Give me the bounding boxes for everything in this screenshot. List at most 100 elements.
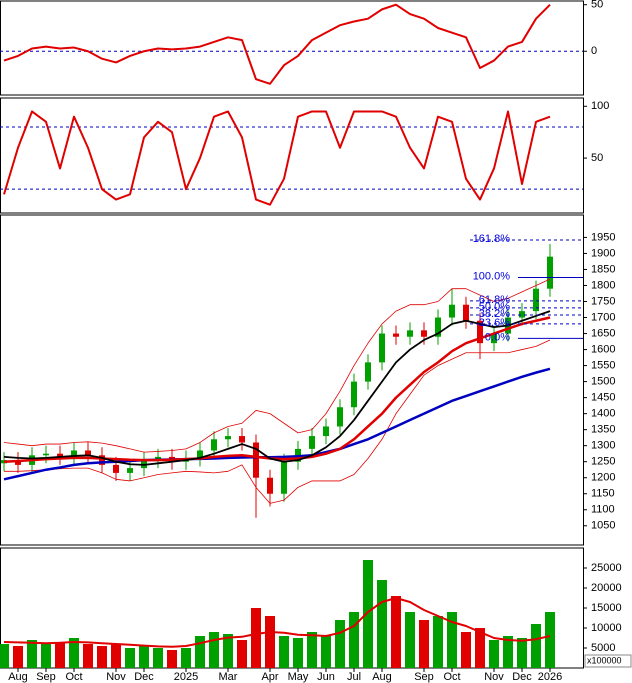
volume-bar (307, 632, 317, 668)
volume-bar (489, 640, 499, 668)
x-tick-label: Dec (134, 671, 154, 683)
y-tick-label: 1050 (591, 520, 615, 532)
y-tick-label: 1550 (591, 359, 615, 371)
candle-body (281, 461, 287, 494)
y-tick-label: 1200 (591, 472, 615, 484)
x-tick-label: Sep (414, 671, 434, 683)
volume-bar (55, 642, 65, 668)
fib-label: 38.2% (479, 308, 510, 320)
y-tick-label: 1400 (591, 408, 615, 420)
candle-body (477, 320, 483, 344)
volume-bar (531, 624, 541, 668)
y-tick-label: 1450 (591, 392, 615, 404)
x-tick-label: Oct (65, 671, 82, 683)
candle-body (155, 456, 161, 461)
y-tick-label: 0 (591, 45, 597, 57)
fib-label: 50.0% (479, 301, 510, 313)
fib-label: 23.6% (479, 317, 510, 329)
x-tick-label: Oct (443, 671, 460, 683)
x-tick-label: Apr (261, 671, 278, 683)
moving-average (3, 367, 551, 481)
candle-body (449, 304, 455, 318)
x-tick-label: 2025 (174, 671, 198, 683)
candle-body (253, 442, 259, 478)
x-tick-label: Mar (219, 671, 238, 683)
y-tick-label: 1600 (591, 343, 615, 355)
x-tick-label: Aug (8, 671, 28, 683)
y-tick-label: 1800 (591, 279, 615, 291)
candle-body (365, 362, 371, 382)
volume-bar (41, 644, 51, 668)
candle-body (267, 477, 273, 494)
volume-bar (251, 608, 261, 668)
candle-body (197, 450, 203, 459)
y-tick-label: 10000 (591, 622, 622, 634)
volume-bar (69, 638, 79, 668)
panel-frame (0, 214, 584, 546)
volume-bar (545, 612, 555, 668)
volume-bar (13, 646, 23, 668)
candle-body (323, 426, 329, 437)
fib-label: 161.8% (473, 233, 511, 245)
y-tick-label: 1100 (591, 504, 615, 516)
unit-box (584, 654, 632, 668)
candle-body (225, 436, 231, 440)
y-tick-label: 1300 (591, 440, 615, 452)
volume-bar (447, 612, 457, 668)
candle-body (57, 453, 63, 457)
volume-bar (209, 632, 219, 668)
fib-label: 61.8% (479, 294, 510, 306)
y-tick-label: 20000 (591, 582, 622, 594)
y-tick-label: 50 (591, 152, 603, 164)
volume-bar (111, 644, 121, 668)
volume-bar (139, 646, 149, 668)
volume-bar (433, 616, 443, 668)
x-tick-label: Jun (317, 671, 335, 683)
y-tick-label: 100 (591, 100, 609, 112)
volume-bar (83, 644, 93, 668)
x-tick-label: Aug (372, 671, 392, 683)
y-tick-label: 1900 (591, 247, 615, 259)
candle-body (379, 333, 385, 363)
volume-bar (27, 640, 37, 668)
moving-average (3, 316, 551, 463)
x-tick-label: Nov (484, 671, 504, 683)
y-tick-label: 1500 (591, 376, 615, 388)
indicator-line (3, 3, 551, 85)
volume-bar (195, 636, 205, 668)
candle-body (71, 450, 77, 457)
y-tick-label: 1850 (591, 263, 615, 275)
x-tick-label: 2026 (538, 671, 562, 683)
y-tick-label: 1650 (591, 327, 615, 339)
moving-average (3, 278, 551, 453)
volume-bar (0, 644, 9, 668)
x-tick-label: Nov (106, 671, 126, 683)
fib-label: 100.0% (473, 270, 511, 282)
volume-bar (321, 636, 331, 668)
candle-body (547, 256, 553, 289)
candle-body (127, 468, 133, 473)
candle-body (337, 407, 343, 427)
candle-body (393, 333, 399, 337)
y-tick-label: 5000 (591, 642, 615, 654)
candle-body (85, 450, 91, 456)
y-tick-label: 1350 (591, 424, 615, 436)
volume-bar (503, 636, 513, 668)
volume-bar (517, 638, 527, 668)
volume-ma (3, 597, 551, 648)
volume-bar (293, 638, 303, 668)
volume-bar (461, 632, 471, 668)
candle-body (351, 381, 357, 408)
volume-bar (153, 648, 163, 668)
volume-bar (419, 620, 429, 668)
candle-body (113, 464, 119, 473)
candle-body (491, 333, 497, 344)
x-tick-label: Jul (347, 671, 361, 683)
volume-bar (265, 616, 275, 668)
y-tick-label: 1150 (591, 488, 615, 500)
candle-body (435, 317, 441, 337)
candle-body (15, 460, 21, 465)
volume-bar (363, 560, 373, 668)
volume-bar (405, 612, 415, 668)
candle-body (43, 453, 49, 456)
